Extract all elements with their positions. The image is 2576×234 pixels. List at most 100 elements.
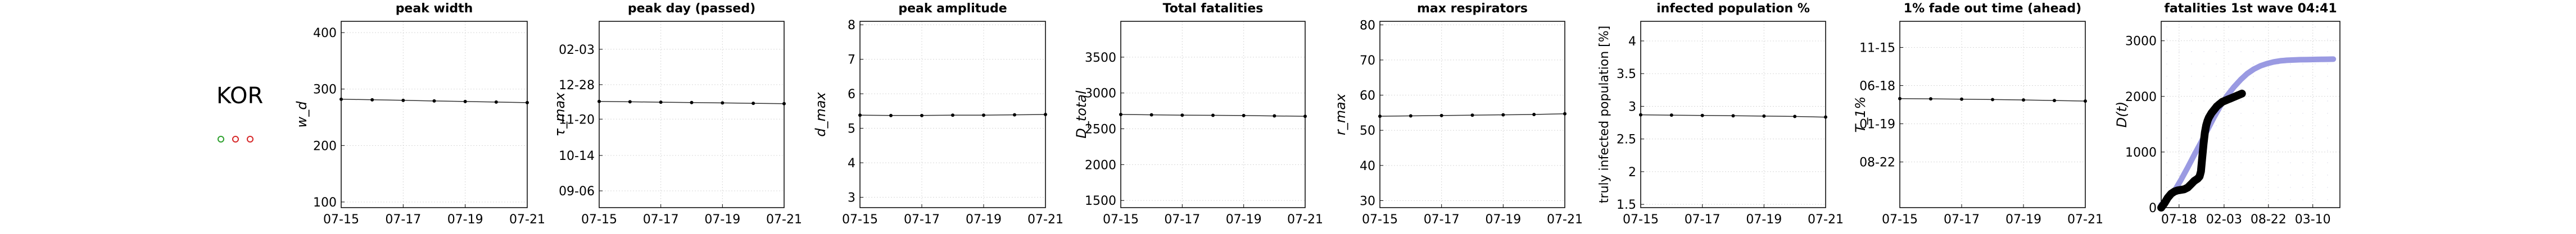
background-dot (2191, 199, 2192, 200)
background-dot (2179, 39, 2180, 40)
x-tick-label: 07-15 (581, 213, 617, 227)
x-tick-label: 07-19 (966, 213, 1002, 227)
y-tick-label: 01-19 (1859, 118, 1895, 132)
y-tick-label: 3 (848, 191, 855, 205)
background-dot (2203, 187, 2204, 188)
background-dot (2327, 88, 2328, 89)
chart-title: fatalities 1st wave 04:41 (2164, 2, 2337, 16)
background-dot (2228, 199, 2229, 200)
background-dot (2228, 63, 2229, 65)
series-line-1 (2158, 56, 2337, 208)
x-tick-label: 07-17 (385, 213, 421, 227)
background-dot (2302, 100, 2303, 102)
background-dot (2265, 175, 2266, 176)
y-tick-label: 6 (848, 88, 855, 102)
background-dot (2315, 175, 2316, 176)
background-dot (2302, 39, 2303, 40)
background-dot (2302, 51, 2303, 52)
background-dot (2302, 162, 2303, 163)
background-dot (2228, 39, 2229, 40)
axes-frame (1899, 21, 2086, 208)
country-code: KOR (216, 83, 264, 109)
background-dot (2302, 76, 2303, 77)
data-point (628, 100, 632, 104)
background-dot (2302, 175, 2303, 176)
background-dot (2240, 88, 2242, 89)
status-marker-red-2 (247, 136, 253, 143)
background-dot (2203, 63, 2204, 65)
background-dot (2240, 199, 2242, 200)
background-dot (2315, 63, 2316, 65)
background-dot (2179, 88, 2180, 89)
background-dot (2265, 137, 2266, 139)
background-dot (2327, 26, 2328, 27)
data-point (920, 113, 923, 117)
y-axis-label: w_d (294, 101, 310, 128)
background-dot (2240, 175, 2242, 176)
background-dot (2315, 125, 2316, 126)
background-dot (2278, 88, 2279, 89)
y-tick-label: 3000 (1085, 87, 1116, 101)
background-dot (2166, 88, 2167, 89)
series-line-2 (2157, 89, 2246, 212)
y-tick-label: 09-06 (559, 185, 595, 199)
background-dot (2278, 100, 2279, 102)
background-dot (2203, 39, 2204, 40)
axes-frame (1120, 21, 1306, 208)
background-dot (2302, 199, 2303, 200)
background-dot (2253, 26, 2254, 27)
background-dot (2278, 150, 2279, 151)
data-point (1501, 113, 1505, 117)
data-point (1242, 113, 1246, 117)
background-dot (2166, 63, 2167, 65)
data-point (1013, 113, 1016, 117)
background-dot (2265, 199, 2266, 200)
background-dot (2265, 26, 2266, 27)
background-dot (2191, 125, 2192, 126)
background-dot (2216, 125, 2217, 126)
y-tick-label: 70 (1360, 54, 1375, 68)
background-dot (2228, 137, 2229, 139)
data-point (1762, 114, 1766, 118)
background-dot (2179, 63, 2180, 65)
x-tick-label: 07-18 (2161, 213, 2197, 227)
data-point (1991, 98, 1994, 102)
background-dot (2179, 137, 2180, 139)
background-dot (2179, 26, 2180, 27)
background-dot (2327, 175, 2328, 176)
background-dot (2327, 76, 2328, 77)
y-tick-label: 3500 (1085, 51, 1116, 65)
y-axis-label: T_1% (1853, 97, 1868, 133)
background-dot (2191, 113, 2192, 114)
background-dot (2228, 113, 2229, 114)
background-dot (2166, 175, 2167, 176)
background-dot (2253, 187, 2254, 188)
x-tick-label: 07-19 (447, 213, 483, 227)
data-point (1532, 113, 1536, 116)
background-dot (2327, 125, 2328, 126)
y-tick-label: 2500 (1085, 123, 1116, 137)
background-dot (2228, 175, 2229, 176)
background-dot (2240, 100, 2242, 102)
y-axis-label: r_max (1333, 93, 1348, 135)
background-dot (2166, 162, 2167, 163)
x-tick-label: 07-19 (1485, 213, 1521, 227)
background-dot (2179, 51, 2180, 52)
y-tick-label: 12-28 (559, 79, 595, 93)
x-tick-label: 07-21 (766, 213, 802, 227)
background-dot (2290, 125, 2291, 126)
y-tick-label: 06-18 (1859, 80, 1895, 94)
data-point (1929, 97, 1932, 101)
data-point (659, 100, 663, 104)
background-dot (2253, 63, 2254, 65)
background-dot (2290, 63, 2291, 65)
background-dot (2290, 113, 2291, 114)
background-dot (2327, 100, 2328, 102)
background-dot (2278, 162, 2279, 163)
background-dot (2290, 39, 2291, 40)
background-dot (2240, 125, 2242, 126)
background-dot (2228, 125, 2229, 126)
background-dot (2228, 51, 2229, 52)
data-point (1180, 113, 1184, 117)
background-dot (2253, 199, 2254, 200)
